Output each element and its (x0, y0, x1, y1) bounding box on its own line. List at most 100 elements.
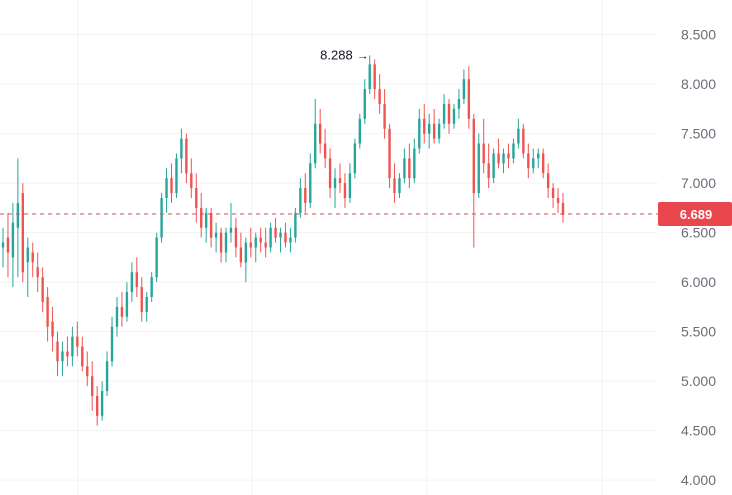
candle-40 (200, 193, 203, 238)
candle-76 (378, 74, 381, 114)
candle-51 (254, 232, 257, 263)
y-tick-label-1: 4.500 (681, 423, 716, 439)
candle-57 (284, 222, 287, 248)
y-tick-label-9: 8.500 (681, 27, 716, 43)
candle-23 (115, 297, 119, 337)
candle-69 (343, 173, 347, 208)
y-tick-label-7: 7.500 (681, 126, 716, 142)
candle-26 (130, 262, 134, 302)
candle-74 (368, 55, 371, 95)
vertical-grid (77, 0, 603, 495)
y-tick-label-6: 7.000 (681, 175, 716, 191)
y-tick-label-4: 6.000 (681, 274, 716, 290)
candle-30 (150, 272, 153, 302)
candle-60 (299, 178, 302, 218)
candle-45 (224, 227, 228, 263)
candle-73 (363, 79, 366, 124)
candle-32 (160, 193, 163, 243)
candle-22 (110, 316, 114, 367)
candle-97 (482, 118, 485, 174)
candle-112 (556, 188, 560, 213)
candle-49 (244, 237, 248, 283)
candle-104 (517, 118, 520, 149)
candle-46 (229, 202, 233, 243)
candle-13 (66, 336, 69, 367)
candle-12 (61, 341, 64, 377)
candle-94 (467, 66, 471, 129)
high-price-label: 8.288 (320, 48, 353, 63)
candle-4 (21, 183, 25, 283)
candle-34 (170, 163, 173, 203)
candle-66 (328, 148, 332, 198)
candle-63 (314, 99, 317, 169)
candle-41 (204, 207, 208, 243)
candle-17 (86, 351, 89, 387)
candle-102 (507, 143, 510, 169)
candle-108 (537, 148, 540, 169)
candle-43 (214, 222, 218, 253)
candle-103 (512, 138, 515, 164)
y-tick-label-5: 6.500 (681, 225, 716, 241)
candle-1 (6, 212, 10, 278)
candle-89 (442, 94, 446, 129)
candle-50 (249, 227, 252, 258)
candle-44 (219, 227, 223, 263)
candle-21 (105, 351, 109, 396)
candle-10 (51, 306, 54, 352)
candle-11 (56, 331, 59, 377)
candle-42 (209, 207, 213, 248)
candle-15 (76, 321, 79, 357)
price-axis[interactable]: 4.000 4.500 5.000 5.500 6.000 6.500 7.000 7.500… (681, 27, 716, 489)
candle-9 (46, 287, 49, 342)
candles (1, 55, 565, 426)
candle-33 (165, 168, 168, 213)
candle-83 (413, 138, 416, 184)
candle-105 (522, 123, 525, 159)
candle-95 (472, 113, 475, 248)
candle-7 (36, 252, 39, 293)
candle-19 (95, 386, 99, 426)
candle-111 (551, 183, 555, 208)
candle-18 (91, 361, 94, 411)
candle-87 (432, 108, 436, 144)
candle-92 (457, 89, 461, 119)
candle-5 (26, 237, 29, 297)
candle-29 (145, 292, 148, 322)
candle-91 (452, 103, 456, 129)
candle-36 (180, 128, 183, 174)
candle-62 (309, 153, 312, 208)
candle-110 (546, 163, 550, 198)
candle-58 (289, 227, 292, 253)
candle-39 (195, 173, 198, 223)
last-price-badge: 6.689 (658, 201, 732, 226)
candle-106 (527, 143, 530, 179)
candle-38 (190, 158, 193, 198)
candle-107 (532, 148, 535, 174)
candle-88 (437, 118, 441, 144)
candle-47 (234, 217, 238, 258)
candle-79 (393, 163, 396, 203)
candle-16 (81, 336, 84, 372)
candle-52 (259, 227, 262, 253)
candle-61 (304, 173, 307, 213)
candle-93 (462, 69, 466, 104)
candle-113 (561, 193, 565, 223)
candle-28 (140, 277, 143, 322)
candle-81 (403, 148, 406, 184)
candle-24 (120, 292, 124, 327)
high-price-marker: 8.288 → (320, 48, 369, 63)
candle-109 (541, 148, 545, 179)
candle-90 (447, 99, 451, 134)
candle-99 (492, 148, 495, 184)
candle-80 (398, 173, 401, 198)
candle-48 (239, 232, 243, 268)
candle-37 (185, 133, 188, 184)
candle-0 (1, 227, 5, 268)
candle-53 (264, 227, 267, 258)
candle-70 (348, 163, 352, 203)
candle-77 (383, 89, 386, 139)
candle-14 (71, 326, 74, 367)
candle-98 (487, 143, 490, 189)
candle-75 (373, 59, 376, 99)
